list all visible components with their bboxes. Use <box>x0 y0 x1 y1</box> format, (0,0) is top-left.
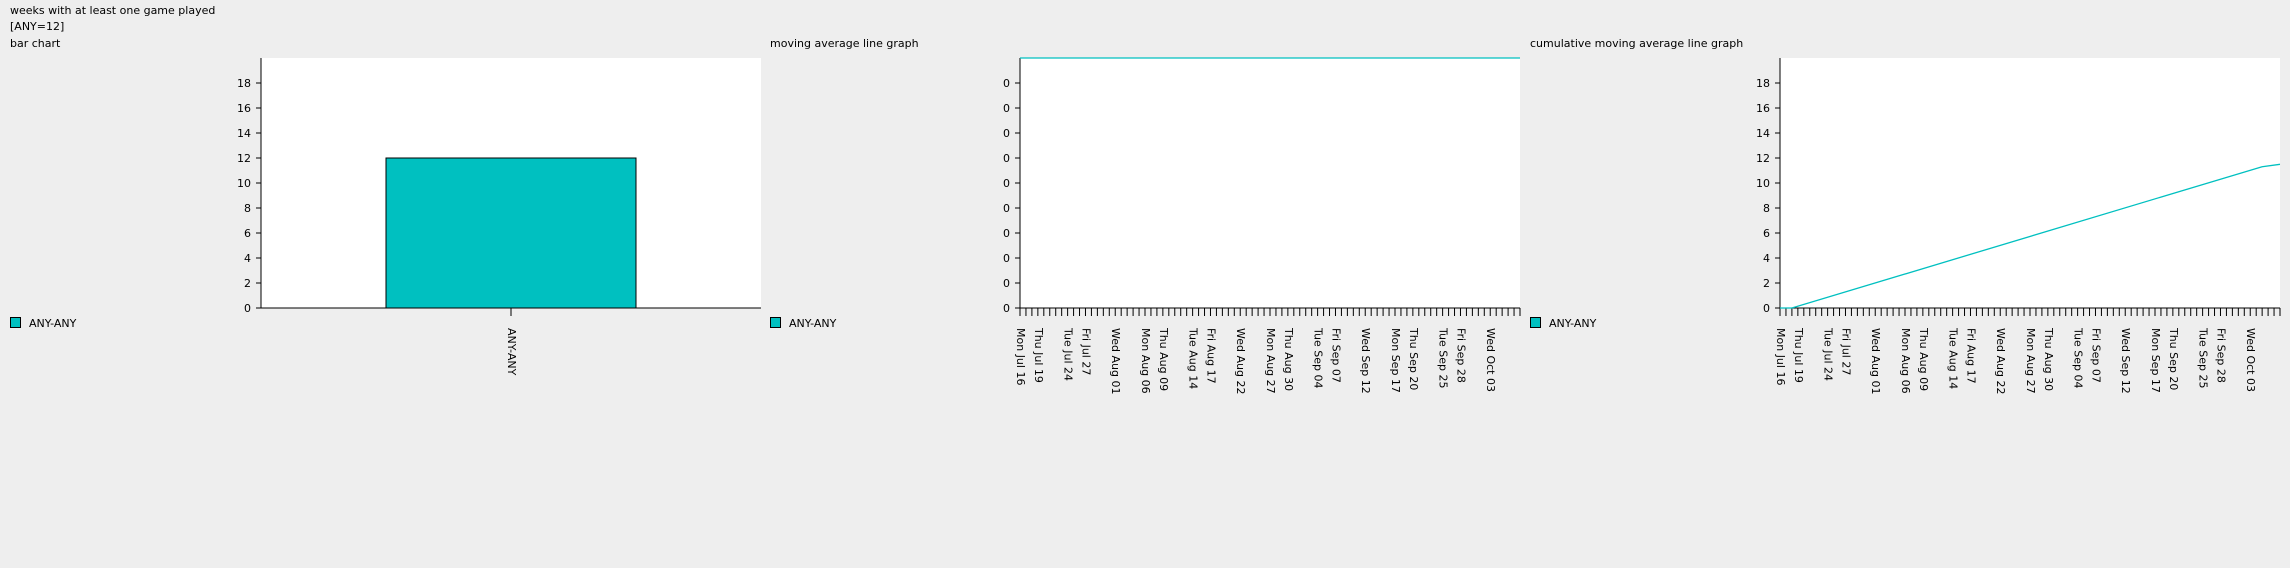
x-tick-label-1: Thu Sep 20 <box>1407 327 1420 390</box>
summary-count: [ANY=12] <box>10 20 65 33</box>
bar-chart-title: bar chart <box>10 37 61 50</box>
x-tick-label-2: Tue Sep 04 <box>2072 327 2085 389</box>
x-tick-label-2: Mon Sep 17 <box>2149 328 2162 393</box>
y-tick-label-1: 0 <box>1003 227 1010 240</box>
cumulative-chart-title: cumulative moving average line graph <box>1530 37 1744 50</box>
y-tick-label-1: 0 <box>1003 302 1010 315</box>
plot-area-2 <box>1780 58 2280 308</box>
bar-any-any <box>385 157 637 309</box>
y-tick-label-2: 4 <box>1763 252 1770 265</box>
x-category-label: ANY-ANY <box>505 328 518 376</box>
x-tick-label-2: Fri Aug 17 <box>1964 328 1977 384</box>
x-tick-label-1: Thu Jul 19 <box>1032 327 1045 383</box>
x-tick-label-2: Tue Jul 24 <box>1822 327 1835 381</box>
legend-swatch-0 <box>10 317 21 328</box>
x-tick-label-1: Fri Sep 07 <box>1329 328 1342 383</box>
x-tick-label-1: Fri Aug 17 <box>1204 328 1217 384</box>
x-tick-label-2: Thu Jul 19 <box>1792 327 1805 383</box>
x-tick-label-2: Wed Aug 22 <box>1994 328 2007 394</box>
y-tick-label-2: 16 <box>1756 102 1770 115</box>
x-tick-label-2: Wed Sep 12 <box>2119 328 2132 394</box>
y-tick-label-0: 0 <box>244 302 251 315</box>
x-tick-label-1: Tue Sep 25 <box>1437 327 1450 389</box>
x-tick-label-2: Tue Sep 25 <box>2197 327 2210 389</box>
x-tick-label-2: Thu Aug 30 <box>2042 327 2055 391</box>
y-tick-label-0: 2 <box>244 277 251 290</box>
y-tick-label-2: 12 <box>1756 152 1770 165</box>
y-tick-label-0: 4 <box>244 252 251 265</box>
x-tick-label-1: Wed Aug 22 <box>1234 328 1247 394</box>
y-tick-label-2: 14 <box>1756 127 1770 140</box>
x-tick-label-2: Fri Jul 27 <box>1839 328 1852 375</box>
moving-average-chart-title: moving average line graph <box>770 37 919 50</box>
y-tick-label-0: 18 <box>237 77 251 90</box>
x-tick-label-1: Tue Aug 14 <box>1187 327 1200 389</box>
legend-label-0: ANY-ANY <box>29 317 77 330</box>
y-tick-label-2: 18 <box>1756 77 1770 90</box>
series-line-2 <box>1780 163 2281 309</box>
x-tick-label-2: Thu Aug 09 <box>1917 327 1930 391</box>
y-tick-label-1: 0 <box>1003 252 1010 265</box>
y-tick-label-2: 8 <box>1763 202 1770 215</box>
x-tick-label-2: Wed Oct 03 <box>2244 328 2257 392</box>
x-tick-label-1: Mon Jul 16 <box>1014 328 1027 385</box>
x-tick-label-2: Tue Aug 14 <box>1947 327 1960 389</box>
y-tick-label-1: 0 <box>1003 77 1010 90</box>
legend-swatch-1 <box>770 317 781 328</box>
x-tick-label-2: Wed Aug 01 <box>1869 328 1882 394</box>
legend-label-1: ANY-ANY <box>789 317 837 330</box>
legend-label-2: ANY-ANY <box>1549 317 1597 330</box>
legend-swatch-2 <box>1530 317 1541 328</box>
y-tick-label-0: 6 <box>244 227 251 240</box>
x-tick-label-2: Fri Sep 28 <box>2214 328 2227 383</box>
x-tick-label-2: Thu Sep 20 <box>2167 327 2180 390</box>
y-tick-label-1: 0 <box>1003 152 1010 165</box>
y-tick-label-1: 0 <box>1003 202 1010 215</box>
y-tick-label-0: 14 <box>237 127 251 140</box>
x-tick-label-2: Mon Jul 16 <box>1774 328 1787 385</box>
plot-area-1 <box>1020 58 1520 308</box>
x-tick-label-2: Mon Aug 27 <box>2024 328 2037 394</box>
x-tick-label-1: Thu Aug 30 <box>1282 327 1295 391</box>
y-tick-label-0: 10 <box>237 177 251 190</box>
y-tick-label-2: 2 <box>1763 277 1770 290</box>
y-tick-label-2: 0 <box>1763 302 1770 315</box>
x-tick-label-1: Wed Aug 01 <box>1109 328 1122 394</box>
x-tick-label-1: Mon Aug 06 <box>1139 328 1152 394</box>
x-tick-label-1: Tue Jul 24 <box>1062 327 1075 381</box>
y-tick-label-0: 16 <box>237 102 251 115</box>
y-tick-label-2: 10 <box>1756 177 1770 190</box>
x-tick-label-2: Fri Sep 07 <box>2089 328 2102 383</box>
y-tick-label-2: 6 <box>1763 227 1770 240</box>
x-tick-label-1: Mon Aug 27 <box>1264 328 1277 394</box>
y-tick-label-0: 8 <box>244 202 251 215</box>
x-tick-label-1: Fri Sep 28 <box>1454 328 1467 383</box>
x-tick-label-2: Mon Aug 06 <box>1899 328 1912 394</box>
x-tick-label-1: Fri Jul 27 <box>1079 328 1092 375</box>
x-tick-label-1: Wed Oct 03 <box>1484 328 1497 392</box>
y-tick-label-1: 0 <box>1003 127 1010 140</box>
y-tick-label-0: 12 <box>237 152 251 165</box>
y-tick-label-1: 0 <box>1003 277 1010 290</box>
page-title: weeks with at least one game played <box>10 4 216 17</box>
x-tick-label-1: Mon Sep 17 <box>1389 328 1402 393</box>
x-tick-label-1: Wed Sep 12 <box>1359 328 1372 394</box>
y-tick-label-1: 0 <box>1003 102 1010 115</box>
x-tick-label-1: Thu Aug 09 <box>1157 327 1170 391</box>
x-tick-label-1: Tue Sep 04 <box>1312 327 1325 389</box>
y-tick-label-1: 0 <box>1003 177 1010 190</box>
